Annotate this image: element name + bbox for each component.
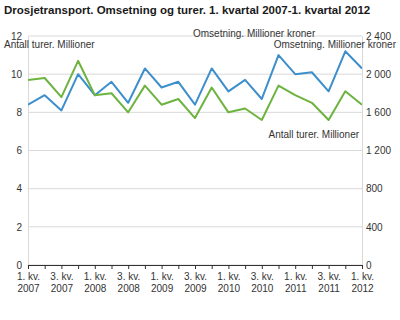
y-tick: 4 xyxy=(16,183,28,194)
series-label: Omsetning. Millioner kroner xyxy=(193,28,316,39)
x-tick-label: 1. kv.2007 xyxy=(17,271,40,294)
y-tick-label: 0 xyxy=(16,260,22,271)
x-tick-mark xyxy=(295,265,296,269)
y2-tick-label: 1 600 xyxy=(366,107,391,118)
grid xyxy=(28,36,362,265)
y2-tick-label: 2 000 xyxy=(366,69,391,80)
y-tick-label: 8 xyxy=(16,107,22,118)
y-tick: 8 xyxy=(16,107,28,118)
x-tick-mark xyxy=(78,265,79,269)
x-tick-label: 3. kv.2008 xyxy=(117,271,140,294)
x-tick-label: 3. kv.2011 xyxy=(318,271,341,294)
y2-axis-title: Omsetning. Millioner kroner xyxy=(274,39,397,50)
chart-svg: Drosjetransport. Omsetning og turer. 1. … xyxy=(0,0,400,320)
x-tick-mark xyxy=(61,265,62,269)
x-tick: 3. kv.2007 xyxy=(50,265,73,294)
x-tick-label: 1. kv.2008 xyxy=(84,271,107,294)
x-tick-mark xyxy=(162,265,163,269)
x-tick-label: 3. kv.2010 xyxy=(251,271,274,294)
x-tick xyxy=(245,265,246,269)
x-tick-label: 3. kv.2007 xyxy=(50,271,73,294)
x-axis: 1. kv.2007 3. kv.2007 1. kv.2008 3. kv.2008… xyxy=(17,265,374,294)
x-tick-mark xyxy=(228,265,229,269)
y-tick-label: 2 xyxy=(16,222,22,233)
y2-tick-label: 800 xyxy=(366,183,383,194)
series-label: Antall turer. Millioner xyxy=(268,129,359,140)
x-tick xyxy=(212,265,213,269)
x-tick xyxy=(78,265,79,269)
y-tick-label: 10 xyxy=(11,69,23,80)
x-tick-mark xyxy=(195,265,196,269)
x-tick: 1. kv.2011 xyxy=(284,265,307,294)
x-tick: 3. kv.2011 xyxy=(318,265,341,294)
x-tick-mark xyxy=(28,265,29,269)
y-tick: 6 xyxy=(16,145,28,156)
x-tick: 1. kv.2010 xyxy=(217,265,240,294)
y-axis-title: Antall turer. Millioner xyxy=(4,39,95,50)
x-tick-mark xyxy=(245,265,246,269)
x-tick-mark xyxy=(312,265,313,269)
y2-tick-label: 1 200 xyxy=(366,145,391,156)
x-tick xyxy=(279,265,280,269)
grid-line xyxy=(28,188,362,189)
x-tick-mark xyxy=(45,265,46,269)
x-tick-mark xyxy=(329,265,330,269)
x-tick: 1. kv.2009 xyxy=(151,265,174,294)
grid-line xyxy=(28,226,362,227)
x-tick-mark xyxy=(178,265,179,269)
y2-tick: 0 xyxy=(362,260,372,271)
x-tick: 3. kv.2009 xyxy=(184,265,207,294)
x-tick-mark xyxy=(128,265,129,269)
x-tick-mark xyxy=(145,265,146,269)
x-tick: 3. kv.2010 xyxy=(251,265,274,294)
x-tick-mark xyxy=(345,265,346,269)
grid-line xyxy=(28,150,362,151)
y-tick-label: 4 xyxy=(16,183,22,194)
x-tick: 1. kv.2012 xyxy=(351,265,374,294)
x-tick xyxy=(145,265,146,269)
x-tick-label: 1. kv.2009 xyxy=(151,271,174,294)
y-tick: 10 xyxy=(11,69,28,80)
x-tick-mark xyxy=(279,265,280,269)
x-tick xyxy=(178,265,179,269)
y2-tick-label: 0 xyxy=(366,260,372,271)
x-tick: 3. kv.2008 xyxy=(117,265,140,294)
x-tick xyxy=(312,265,313,269)
y2-tick: 800 xyxy=(362,183,383,194)
x-tick-label: 1. kv.2010 xyxy=(217,271,240,294)
chart-title: Drosjetransport. Omsetning og turer. 1. … xyxy=(4,4,370,16)
y-tick: 0 xyxy=(16,260,28,271)
x-tick xyxy=(112,265,113,269)
x-tick: 1. kv.2008 xyxy=(84,265,107,294)
chart-container: Drosjetransport. Omsetning og turer. 1. … xyxy=(0,0,400,320)
x-tick-mark xyxy=(362,265,363,269)
x-tick-mark xyxy=(95,265,96,269)
x-tick xyxy=(345,265,346,269)
x-tick-label: 3. kv.2009 xyxy=(184,271,207,294)
y2-tick-label: 400 xyxy=(366,222,383,233)
x-tick xyxy=(45,265,46,269)
x-tick: 1. kv.2007 xyxy=(17,265,40,294)
grid-line xyxy=(28,112,362,113)
x-tick-mark xyxy=(212,265,213,269)
y2-tick: 1 600 xyxy=(362,107,391,118)
x-tick-label: 1. kv.2011 xyxy=(284,271,307,294)
series-line xyxy=(28,61,362,120)
y2-tick: 1 200 xyxy=(362,145,391,156)
lines xyxy=(28,51,362,120)
y2-tick: 400 xyxy=(362,222,383,233)
y2-axis: 04008001 2001 6002 0002 400 xyxy=(362,31,391,271)
plot-area: 02468101204008001 2001 6002 0002 400Anta… xyxy=(4,28,397,294)
y-tick-label: 6 xyxy=(16,145,22,156)
x-tick-mark xyxy=(262,265,263,269)
y2-tick: 2 000 xyxy=(362,69,391,80)
x-tick-label: 1. kv.2012 xyxy=(351,271,374,294)
y2-axis-line xyxy=(362,37,363,266)
y-axis-line xyxy=(28,37,29,266)
x-tick-mark xyxy=(112,265,113,269)
y-axis: 024681012 xyxy=(11,31,29,271)
y-tick: 2 xyxy=(16,222,28,233)
